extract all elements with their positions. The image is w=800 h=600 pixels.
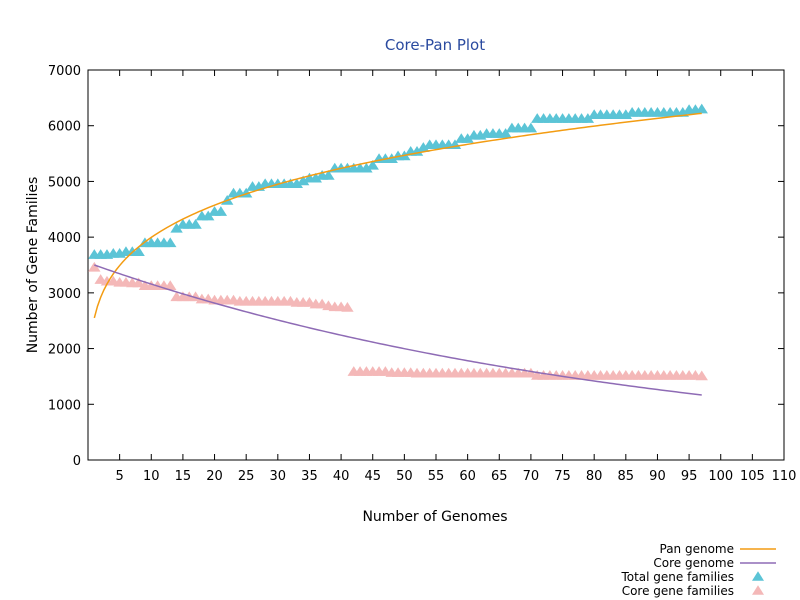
core-gene-families-points	[88, 261, 708, 381]
legend-triangle-swatch	[752, 585, 764, 595]
data-point	[132, 246, 145, 257]
x-tick-label: 55	[428, 469, 445, 484]
x-tick-label: 40	[333, 469, 350, 484]
data-point	[524, 122, 538, 133]
x-tick-label: 90	[649, 469, 666, 484]
y-tick-label: 7000	[48, 64, 81, 79]
x-tick-label: 95	[681, 469, 698, 484]
x-tick-label: 70	[523, 469, 540, 484]
data-point	[676, 107, 689, 117]
data-point	[170, 222, 183, 233]
data-point	[132, 277, 145, 288]
x-tick-label: 100	[708, 469, 733, 484]
data-point	[164, 237, 177, 248]
x-tick-label: 5	[115, 469, 123, 484]
legend-label: Total gene families	[620, 570, 734, 584]
pan-genome-line	[93, 112, 702, 319]
total-gene-families-points	[88, 103, 708, 259]
data-point	[88, 261, 101, 272]
y-tick-label: 0	[73, 454, 81, 469]
x-tick-label: 50	[396, 469, 413, 484]
y-axis-ticks: 0 1000 2000 3000 4000 5000 6000 7000	[48, 64, 784, 469]
y-tick-label: 6000	[48, 120, 81, 135]
x-tick-label: 60	[459, 469, 476, 484]
data-point	[366, 159, 379, 170]
legend-item: Total gene families	[620, 570, 764, 584]
data-point	[417, 142, 430, 152]
legend-label: Core genome	[653, 556, 734, 570]
data-point	[461, 133, 474, 143]
x-tick-label: 30	[270, 469, 287, 484]
data-point	[290, 178, 303, 189]
x-tick-label: 20	[206, 469, 223, 484]
legend-item: Core genome	[653, 556, 776, 570]
data-point	[164, 280, 177, 291]
x-axis-ticks: 5 10 15 20 25 30 35 40 45 50 55 60 65 70 75 80 85 90 95 100…	[115, 70, 796, 484]
x-tick-label: 105	[740, 469, 765, 484]
y-tick-label: 5000	[48, 175, 81, 190]
data-point	[499, 128, 512, 138]
legend-item: Pan genome	[660, 542, 776, 556]
plot-border	[87, 69, 785, 461]
x-tick-label: 45	[364, 469, 381, 484]
legend-item: Core gene families	[622, 584, 764, 598]
x-tick-label: 80	[586, 469, 603, 484]
x-tick-label: 35	[301, 469, 318, 484]
y-axis-label: Number of Gene Families	[25, 177, 41, 354]
x-tick-label: 85	[618, 469, 635, 484]
legend-label: Pan genome	[660, 542, 735, 556]
data-point	[581, 113, 595, 123]
x-tick-label: 75	[554, 469, 571, 484]
x-tick-label: 25	[238, 469, 255, 484]
chart-title: Core-Pan Plot	[385, 36, 485, 54]
legend-label: Core gene families	[622, 584, 734, 598]
y-tick-label: 4000	[48, 231, 81, 246]
data-point	[202, 210, 215, 221]
data-point	[322, 169, 335, 180]
legend-triangle-swatch	[752, 571, 764, 581]
x-tick-label: 15	[175, 469, 192, 484]
x-tick-label: 65	[491, 469, 508, 484]
data-point	[309, 172, 322, 183]
x-tick-label: 110	[772, 469, 797, 484]
data-point	[695, 370, 708, 381]
data-point	[341, 302, 354, 312]
plot-frame	[87, 69, 785, 461]
data-point	[214, 206, 228, 216]
x-axis-label: Number of Genomes	[362, 509, 507, 525]
series-layer	[88, 103, 708, 396]
y-tick-label: 3000	[48, 287, 81, 302]
data-point	[296, 175, 310, 186]
core-genome-line	[94, 264, 702, 396]
x-tick-label: 10	[143, 469, 160, 484]
y-tick-label: 2000	[48, 343, 81, 358]
data-point	[360, 162, 373, 173]
data-point	[189, 218, 202, 229]
y-tick-label: 1000	[48, 398, 81, 413]
data-point	[695, 103, 708, 114]
